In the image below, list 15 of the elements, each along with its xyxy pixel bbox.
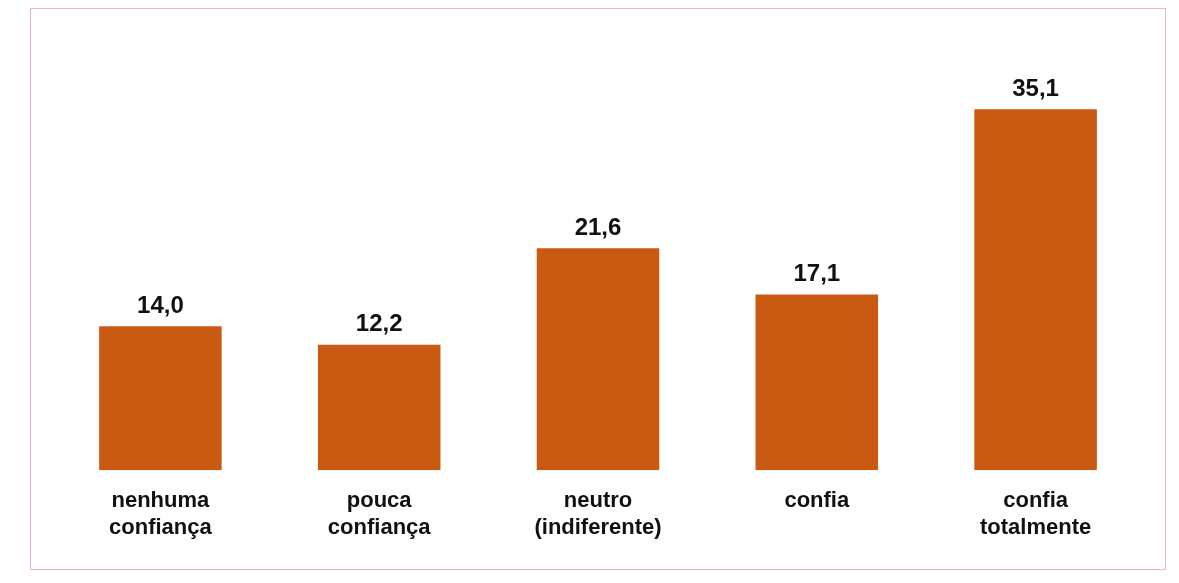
bar [317,344,441,471]
x-tick-label: neutro (indiferente) [534,487,662,539]
bar [755,294,879,471]
data-label: 12,2 [355,309,403,337]
bar [536,248,660,471]
x-tick-label: nenhuma confiança [109,487,213,539]
data-label: 17,1 [793,259,841,287]
x-tick-label: pouca confiança [327,487,432,539]
data-label: 35,1 [1012,74,1059,101]
bar [974,109,1097,471]
bar [99,326,222,471]
x-tick-label: confia [784,487,850,513]
data-label: 14,0 [137,290,184,318]
data-label: 21,6 [574,212,622,240]
x-tick-label: confia totalmente [979,487,1092,539]
